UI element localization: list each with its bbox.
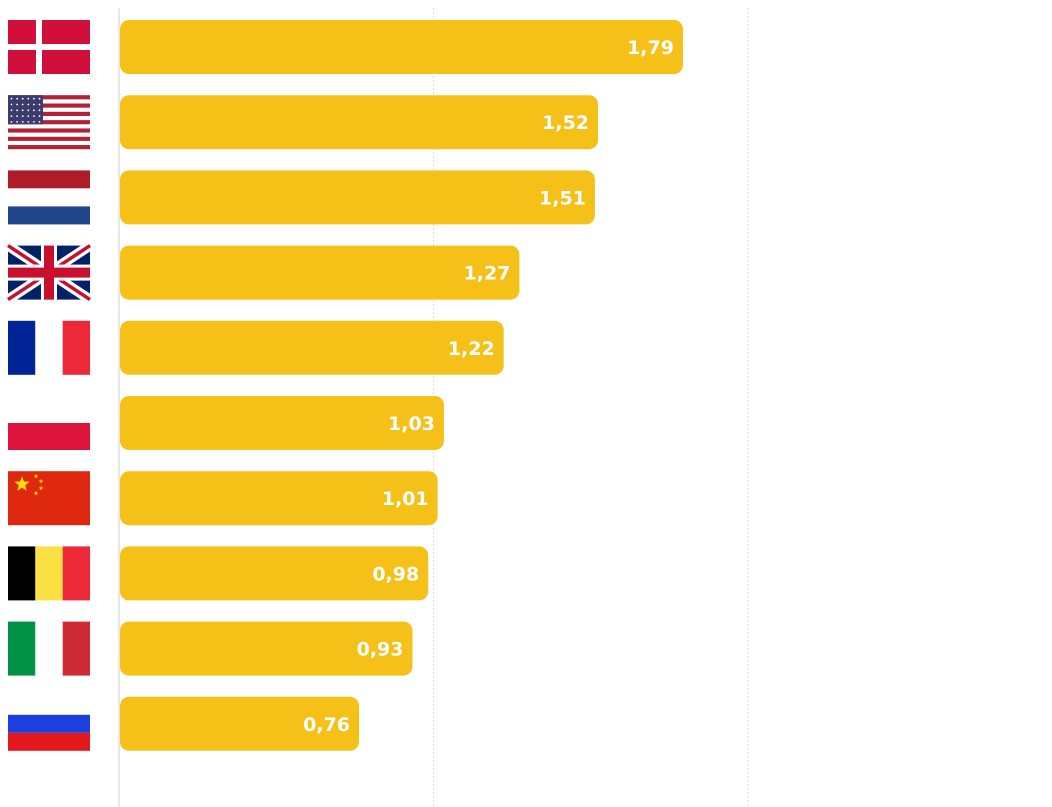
bar [120,20,683,74]
bars [120,20,683,751]
flag-column [5,20,93,751]
bar-value-label: 1,03 [388,413,435,435]
bar-value-label: 1,22 [448,338,495,360]
bar-value-label: 0,98 [372,563,419,585]
flag-usa-icon [8,95,90,150]
flag-poland-icon [8,396,90,450]
flag-italy-icon [8,621,90,676]
bar [120,95,599,150]
bar-value-label: 0,76 [303,714,350,736]
bar-value-label: 1,52 [542,112,589,134]
bar-value-label: 1,79 [627,37,674,59]
bar [120,170,595,225]
flag-denmark-icon [8,20,90,74]
flag-uk-icon [5,241,93,304]
flag-netherlands-icon [8,170,90,225]
bar-value-label: 0,93 [357,639,404,661]
bar-value-label: 1,01 [382,488,429,510]
bar [120,621,413,676]
bar [120,696,360,751]
bar [120,396,444,450]
bar [120,546,429,601]
bar-value-label: 1,27 [464,263,511,285]
bar-value-label: 1,51 [539,187,586,209]
bar [120,471,438,526]
flag-france-icon [8,320,90,375]
flag-russia-icon [8,696,90,751]
bar [120,320,504,375]
value-labels: 1,79 1,52 1,51 1,27 1,22 1,03 1,01 0,98 0,93 0,76 [303,37,674,736]
flag-china-icon [8,471,90,526]
flag-belgium-icon [8,546,90,601]
bar [120,245,520,300]
